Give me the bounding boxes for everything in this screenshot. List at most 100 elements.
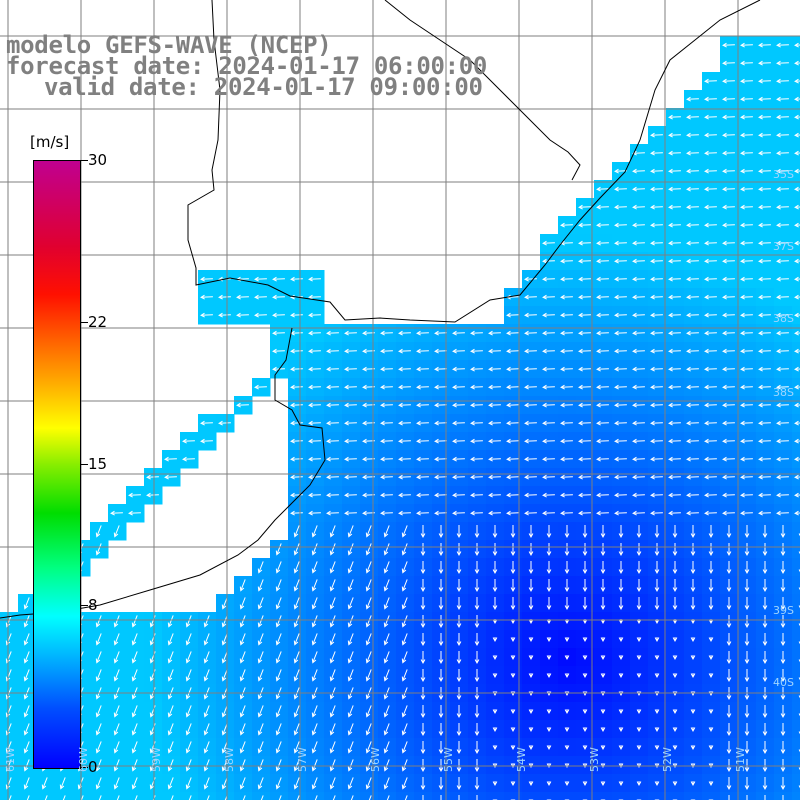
wind-arrow: [420, 561, 426, 575]
wind-arrow: [794, 420, 800, 426]
wind-arrow: [614, 348, 627, 354]
wind-speed-cell: [792, 738, 800, 757]
wind-arrow: [560, 492, 573, 498]
wind-arrow: [434, 348, 447, 354]
wind-arrow: [329, 543, 336, 556]
wind-arrow: [780, 633, 786, 647]
wind-arrow: [758, 168, 771, 174]
wind-arrow: [740, 96, 753, 102]
wind-arrow: [726, 759, 732, 773]
wind-arrow: [23, 597, 30, 610]
wind-arrow: [564, 781, 570, 787]
wind-arrow: [636, 561, 642, 575]
wind-arrow: [776, 456, 789, 462]
wind-arrow: [618, 709, 624, 715]
wind-arrow: [257, 615, 264, 628]
wind-arrow: [344, 348, 357, 354]
wind-arrow: [185, 759, 192, 772]
wind-arrow: [383, 759, 390, 772]
wind-arrow: [726, 723, 732, 737]
wind-arrow: [492, 727, 498, 733]
wind-arrow: [546, 673, 552, 679]
wind-arrow: [398, 492, 411, 498]
wind-arrow: [221, 741, 228, 754]
wind-arrow: [257, 777, 264, 790]
wind-arrow: [726, 777, 732, 791]
wind-arrow: [614, 456, 627, 462]
latitude-label: 35S: [773, 168, 794, 181]
wind-arrow: [614, 492, 627, 498]
wind-arrow: [794, 168, 800, 174]
argentina-coast: [0, 327, 326, 619]
wind-arrow: [401, 759, 408, 772]
wind-arrow: [776, 222, 789, 228]
wind-arrow: [578, 294, 591, 300]
wind-arrow: [290, 474, 303, 480]
longitude-label: 53W: [588, 747, 601, 772]
wind-arrow: [203, 759, 210, 772]
wind-arrow: [95, 633, 102, 646]
valid-date: valid date: 2024-01-17 09:00:00: [44, 73, 483, 101]
wind-arrow: [113, 633, 120, 646]
wind-arrow: [398, 384, 411, 390]
wind-arrow: [744, 597, 750, 611]
wind-arrow: [614, 510, 627, 516]
wind-arrow: [293, 705, 300, 718]
wind-arrow: [456, 651, 462, 665]
wind-arrow: [420, 525, 426, 539]
wind-arrow: [203, 669, 210, 682]
wind-arrow: [23, 633, 30, 646]
wind-arrow: [474, 633, 480, 647]
colorbar-tick: [80, 160, 88, 161]
wind-arrow: [740, 384, 753, 390]
wind-arrow: [668, 168, 681, 174]
wind-arrow: [506, 492, 519, 498]
wind-speed-cell: [792, 522, 800, 541]
wind-arrow: [618, 673, 624, 679]
wind-arrow: [254, 312, 267, 318]
wind-arrow: [185, 723, 192, 736]
wind-arrow: [23, 705, 30, 718]
wind-arrow: [456, 741, 462, 755]
wind-arrow: [380, 438, 393, 444]
wind-arrow: [776, 510, 789, 516]
wind-arrow: [113, 651, 120, 664]
wind-arrow: [722, 150, 735, 156]
wind-arrow: [420, 741, 426, 755]
wind-arrow: [239, 669, 246, 682]
wind-arrow: [542, 330, 555, 336]
wind-arrow: [239, 651, 246, 664]
wind-arrow: [560, 312, 573, 318]
wind-arrow: [528, 525, 534, 539]
wind-arrow: [470, 420, 483, 426]
wind-arrow: [326, 492, 339, 498]
wind-arrow: [600, 781, 606, 787]
wind-arrow: [347, 777, 354, 790]
longitude-label: 59W: [150, 747, 163, 772]
wind-arrow: [758, 150, 771, 156]
wind-arrow: [596, 240, 609, 246]
wind-arrow: [383, 723, 390, 736]
wind-arrow: [794, 42, 800, 48]
wind-arrow: [506, 420, 519, 426]
wind-speed-cell: [594, 792, 613, 800]
wind-arrow: [398, 510, 411, 516]
wind-arrow: [239, 723, 246, 736]
wind-arrow: [456, 615, 462, 629]
wind-arrow: [290, 312, 303, 318]
wind-arrow: [708, 655, 714, 661]
wind-arrow: [474, 777, 480, 791]
wind-arrow: [8, 795, 12, 800]
wind-arrow: [596, 492, 609, 498]
wind-arrow: [740, 204, 753, 210]
wind-arrow: [596, 348, 609, 354]
wind-arrow: [744, 633, 750, 647]
wind-arrow: [23, 759, 30, 772]
wind-arrow: [344, 366, 357, 372]
wind-arrow: [350, 795, 354, 800]
wind-arrow: [578, 366, 591, 372]
wind-arrow: [167, 741, 174, 754]
wind-arrow: [654, 597, 660, 611]
wind-arrow: [347, 579, 354, 592]
wind-arrow: [564, 655, 570, 661]
